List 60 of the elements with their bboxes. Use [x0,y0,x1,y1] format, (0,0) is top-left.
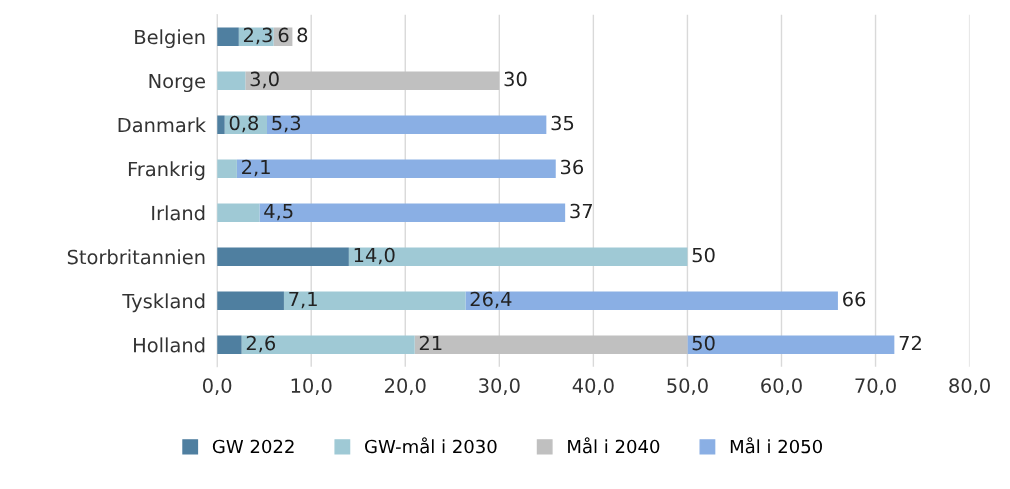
x-tick-label: 50,0 [667,378,708,395]
bar [267,115,547,134]
bar [465,291,838,310]
annotation: 3,0 [250,71,279,89]
bar [236,159,556,178]
x-tick-label: 30,0 [479,378,520,395]
x-tick-label: 70,0 [855,378,896,395]
bar [217,159,237,178]
y-tick-label: Belgien [135,29,205,49]
legend-label: Mål i 2050 [730,437,822,454]
y-tick-label: Danmark [118,117,206,133]
bar [687,335,895,354]
y-tick-label: Holland [134,337,205,353]
y-tick-label: Tyskland [122,293,205,313]
bar [259,203,566,222]
bar [217,115,225,134]
y-tick-label: Irland [152,205,205,221]
y-tick-label: Norge [149,73,205,93]
bar [217,27,239,46]
x-tick-label: 60,0 [761,378,802,395]
bar [217,291,284,310]
bar [245,71,500,90]
annotation: 72 [899,335,921,351]
legend-label: Mål i 2040 [568,437,660,454]
annotation: 2,1 [242,159,270,177]
annotation: 6 [278,27,289,43]
annotation: 21 [419,335,442,351]
x-tick-label: 40,0 [572,378,614,395]
bar [283,291,466,310]
x-tick-label: 20,0 [385,378,426,395]
annotation: 36 [561,159,584,175]
annotation: 26,4 [470,291,512,309]
bar [241,335,415,354]
annotation: 50 [692,247,715,263]
annotation: 50 [692,335,715,351]
data-label: 14,0 [354,247,395,265]
x-tick-label: 0,0 [202,378,232,395]
data-label: 2,6 [246,335,276,353]
y-tick-label: Storbritannien [67,249,205,265]
annotation: 30 [504,71,527,87]
bar [348,247,688,266]
annotation: 37 [570,203,592,219]
x-tick-label: 80,0 [949,378,990,395]
bar [217,203,260,222]
legend-label: GW-mål i 2030 [365,437,497,454]
annotation: 4,5 [264,203,293,221]
x-tick-label: 10,0 [291,378,332,395]
data-label: 0,8 [229,115,259,133]
bar [217,71,246,90]
annotation: 35 [551,115,574,131]
annotation: 8 [297,27,308,43]
y-tick-label: Frankrig [128,161,205,181]
annotation: 66 [843,291,866,307]
legend-label: GW 2022 [212,439,294,454]
bar [217,247,349,266]
data-label: 7,1 [289,291,317,309]
data-label: 2,3 [243,27,272,45]
bar [217,335,242,354]
annotation: 5,3 [272,115,301,133]
bar [414,335,688,354]
